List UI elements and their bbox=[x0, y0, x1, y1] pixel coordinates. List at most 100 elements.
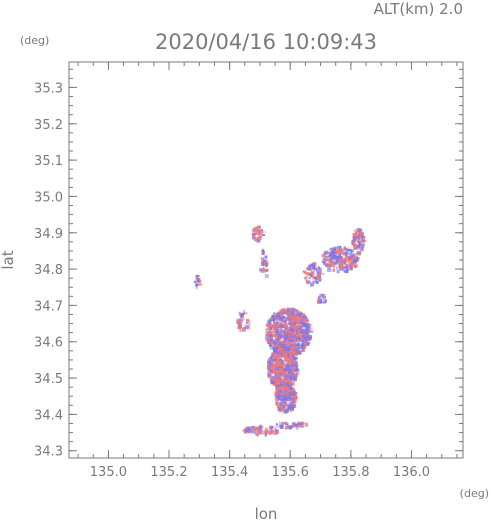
reflectivity-cell bbox=[349, 257, 352, 260]
reflectivity-cell bbox=[294, 358, 298, 363]
reflectivity-cell bbox=[359, 228, 363, 231]
reflectivity-cell bbox=[262, 231, 267, 233]
reflectivity-cell bbox=[268, 364, 272, 369]
reflectivity-cell bbox=[267, 427, 272, 431]
reflectivity-cell bbox=[272, 342, 276, 345]
reflectivity-cell bbox=[357, 234, 360, 238]
reflectivity-cell bbox=[245, 429, 249, 433]
reflectivity-cell bbox=[307, 281, 310, 285]
reflectivity-cell bbox=[269, 366, 274, 370]
reflectivity-cell bbox=[331, 260, 335, 265]
reflectivity-cell bbox=[308, 335, 312, 338]
reflectivity-cell bbox=[268, 360, 271, 365]
reflectivity-cell bbox=[286, 426, 291, 430]
x-axis-unit: (deg) bbox=[460, 487, 489, 500]
reflectivity-cell bbox=[358, 242, 362, 247]
reflectivity-cell bbox=[289, 333, 293, 338]
reflectivity-cell bbox=[240, 321, 243, 326]
reflectivity-cell bbox=[327, 264, 332, 269]
reflectivity-cell bbox=[287, 362, 290, 366]
reflectivity-cell bbox=[316, 274, 320, 279]
reflectivity-cell bbox=[269, 357, 274, 361]
reflectivity-cell bbox=[354, 236, 358, 239]
reflectivity-cell bbox=[276, 360, 281, 364]
reflectivity-cell bbox=[278, 402, 281, 405]
reflectivity-cell bbox=[273, 379, 277, 382]
reflectivity-cell bbox=[307, 337, 310, 341]
reflectivity-cell bbox=[292, 327, 296, 332]
reflectivity-cell bbox=[263, 430, 267, 435]
reflectivity-cell bbox=[257, 432, 262, 435]
reflectivity-cell bbox=[281, 347, 284, 351]
reflectivity-cell bbox=[274, 372, 277, 377]
reflectivity-cell bbox=[287, 366, 291, 369]
reflectivity-cell bbox=[336, 249, 340, 253]
reflectivity-cell bbox=[301, 322, 304, 325]
reflectivity-cell bbox=[294, 373, 299, 377]
reflectivity-cell bbox=[269, 342, 271, 347]
reflectivity-cell bbox=[296, 334, 300, 337]
reflectivity-cell bbox=[293, 368, 296, 372]
reflectivity-cell bbox=[294, 353, 298, 357]
reflectivity-cell bbox=[269, 345, 274, 350]
reflectivity-cell bbox=[247, 431, 250, 434]
reflectivity-cell bbox=[284, 333, 289, 338]
reflectivity-cell bbox=[304, 276, 308, 279]
y-tick-label: 34.8 bbox=[34, 263, 63, 278]
reflectivity-cell bbox=[288, 396, 291, 401]
reflectivity-cell bbox=[292, 316, 295, 319]
reflectivity-cell bbox=[316, 268, 318, 272]
reflectivity-cell bbox=[276, 314, 281, 319]
reflectivity-cell bbox=[271, 359, 274, 363]
reflectivity-cell bbox=[335, 266, 338, 271]
reflectivity-cell bbox=[274, 339, 277, 343]
reflectivity-cell bbox=[293, 397, 297, 401]
reflectivity-cell bbox=[250, 427, 253, 432]
reflectivity-cell bbox=[291, 344, 294, 347]
reflectivity-cell bbox=[288, 330, 292, 334]
reflectivity-cell bbox=[283, 371, 286, 374]
reflectivity-cell bbox=[238, 311, 241, 315]
reflectivity-cell bbox=[299, 317, 302, 321]
reflectivity-cell bbox=[288, 366, 292, 370]
reflectivity-cell bbox=[315, 268, 320, 271]
reflectivity-cell bbox=[280, 320, 283, 325]
reflectivity-cell bbox=[299, 330, 303, 335]
reflectivity-cell bbox=[349, 256, 354, 259]
reflectivity-cell bbox=[280, 401, 285, 405]
reflectivity-cell bbox=[296, 342, 301, 345]
reflectivity-cell bbox=[339, 267, 344, 271]
reflectivity-cell bbox=[259, 426, 263, 429]
reflectivity-cell bbox=[256, 236, 259, 240]
reflectivity-cell bbox=[281, 354, 286, 358]
x-tick-label: 135.6 bbox=[272, 465, 309, 480]
reflectivity-cell bbox=[241, 313, 244, 317]
reflectivity-cell bbox=[281, 407, 284, 411]
reflectivity-cell bbox=[291, 387, 295, 392]
reflectivity-cell bbox=[306, 320, 309, 325]
reflectivity-cell bbox=[274, 397, 278, 402]
reflectivity-cell bbox=[304, 277, 308, 281]
reflectivity-cell bbox=[282, 308, 286, 311]
reflectivity-cell bbox=[270, 380, 273, 385]
reflectivity-cell bbox=[291, 423, 296, 428]
reflectivity-cell bbox=[322, 296, 327, 298]
reflectivity-cell bbox=[333, 246, 337, 249]
reflectivity-cell bbox=[260, 233, 263, 237]
reflectivity-cell bbox=[353, 243, 358, 248]
reflectivity-cell bbox=[277, 356, 282, 360]
reflectivity-cell bbox=[280, 361, 283, 364]
reflectivity-cell bbox=[311, 268, 314, 270]
reflectivity-cell bbox=[268, 329, 271, 332]
reflectivity-cell bbox=[282, 331, 285, 334]
reflectivity-cell bbox=[283, 344, 286, 349]
reflectivity-cell bbox=[301, 421, 305, 424]
reflectivity-cell bbox=[288, 405, 293, 408]
reflectivity-cell bbox=[296, 350, 298, 355]
reflectivity-cell bbox=[276, 382, 279, 385]
reflectivity-cell bbox=[274, 345, 278, 348]
axis-ticks bbox=[69, 62, 463, 458]
reflectivity-cell bbox=[236, 318, 241, 323]
reflectivity-cell bbox=[292, 319, 296, 323]
reflectivity-cell bbox=[253, 426, 258, 431]
